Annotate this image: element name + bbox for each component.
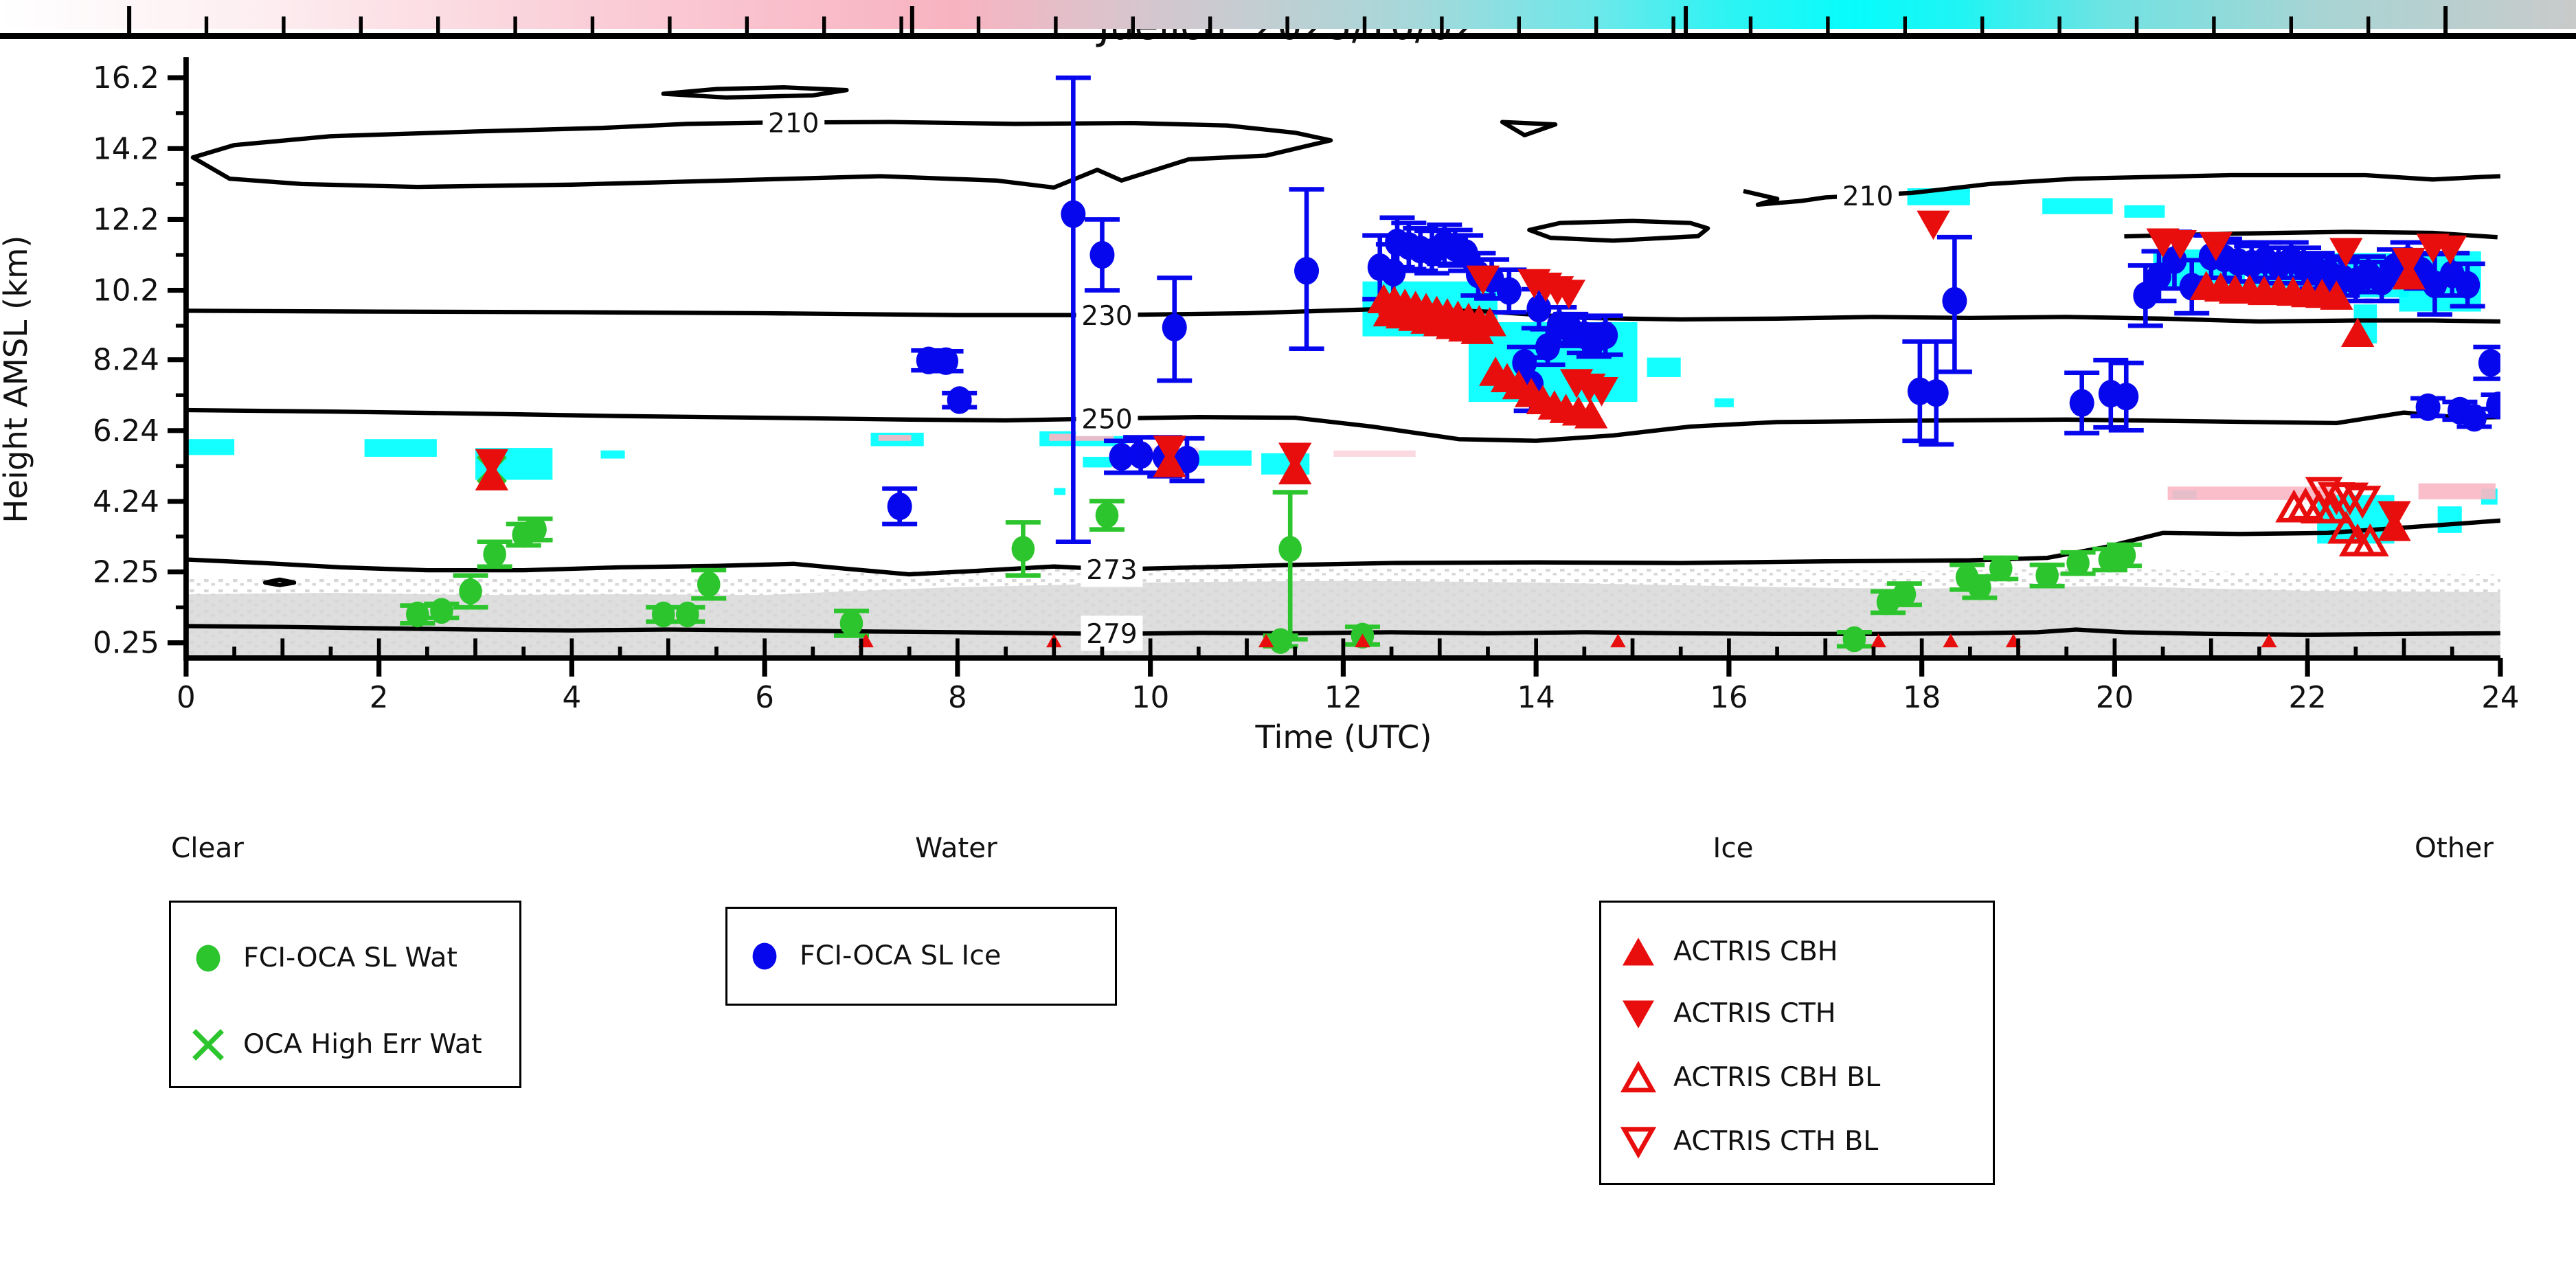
legend-item: ACTRIS CTH: [1618, 995, 1836, 1032]
svg-text:0: 0: [177, 681, 196, 715]
svg-text:16: 16: [1710, 681, 1748, 715]
svg-text:2.25: 2.25: [93, 556, 159, 590]
svg-text:20: 20: [2096, 681, 2134, 715]
classification-patches: [188, 188, 2498, 544]
cth-triangle-icon: [1623, 1000, 1654, 1028]
axes: 0 2 4 6 8 10 12 14 16 18 20 22 2416.214.212.210.28.2…: [93, 57, 2520, 715]
svg-text:12.2: 12.2: [93, 203, 159, 237]
colorbar-label-clear: Clear: [171, 833, 244, 866]
cbh-triangle-icon: [1623, 938, 1654, 966]
legend-item: FCI-OCA SL Wat: [188, 940, 457, 977]
svg-text:210: 210: [768, 109, 819, 139]
svg-text:6: 6: [755, 681, 774, 715]
svg-text:12: 12: [1324, 681, 1362, 715]
colorbar-label-water: Water: [915, 833, 997, 866]
svg-text:8: 8: [948, 681, 967, 715]
legend-box-water: FCI-OCA SL Wat OCA High Err Wat: [169, 901, 521, 1088]
legend-box-actris: ACTRIS CBH ACTRIS CTH ACTRIS CBH BL ACTR…: [1599, 901, 1995, 1185]
legend-item: ACTRIS CBH: [1618, 934, 1838, 971]
legend-item: ACTRIS CBH BL: [1618, 1059, 1880, 1096]
svg-text:10.2: 10.2: [93, 274, 159, 308]
cth-bl-triangle-icon: [1620, 1127, 1657, 1159]
svg-text:0.25: 0.25: [93, 626, 159, 661]
water-x-icon: [192, 1029, 224, 1061]
svg-text:279: 279: [1086, 619, 1137, 650]
svg-text:16.2: 16.2: [93, 61, 159, 95]
ice-circle-icon: [752, 942, 777, 970]
legend-item: ACTRIS CTH BL: [1618, 1123, 1878, 1160]
series-fci-oca-sl-wat: [400, 490, 2142, 654]
colorbar-label-other: Other: [2414, 833, 2494, 866]
svg-text:18: 18: [1903, 681, 1941, 715]
svg-text:4: 4: [563, 681, 582, 715]
colorbar-label-ice: Ice: [1713, 833, 1754, 866]
svg-text:6.24: 6.24: [93, 414, 159, 449]
svg-text:250: 250: [1081, 404, 1132, 435]
x-axis-label: Time (UTC): [1255, 719, 1432, 756]
svg-text:273: 273: [1086, 555, 1137, 586]
legend-item-label: ACTRIS CTH: [1673, 998, 1836, 1030]
svg-text:210: 210: [1842, 181, 1893, 212]
legend-box-ice: FCI-OCA SL Ice: [725, 907, 1117, 1006]
series-actris-cth: [475, 210, 2467, 531]
series-actris-cth-bl: [2305, 477, 2382, 519]
svg-text:14.2: 14.2: [93, 132, 159, 166]
colorbar-axis-line: [0, 33, 2576, 38]
legend-item-label: OCA High Err Wat: [243, 1029, 482, 1061]
svg-text:24: 24: [2481, 681, 2519, 715]
colorbar: [0, 0, 2576, 45]
contour-lines: 210 210 230 250 273 279: [185, 85, 2500, 651]
legend-item: OCA High Err Wat: [188, 1026, 482, 1063]
cbh-bl-triangle-icon: [1620, 1061, 1657, 1093]
legend-item-label: FCI-OCA SL Ice: [800, 940, 1002, 972]
legend-item-label: ACTRIS CTH BL: [1673, 1126, 1879, 1157]
legend-item: FCI-OCA SL Ice: [744, 938, 1001, 975]
water-circle-icon: [196, 945, 221, 972]
colorbar-ticks: [127, 6, 2448, 33]
legend-item-label: FCI-OCA SL Wat: [243, 942, 457, 974]
legend-item-label: ACTRIS CBH: [1673, 936, 1838, 968]
legend-item-label: ACTRIS CBH BL: [1673, 1062, 1881, 1094]
svg-text:22: 22: [2288, 681, 2326, 715]
svg-text:2: 2: [370, 681, 389, 715]
svg-text:230: 230: [1081, 301, 1132, 332]
svg-text:8.24: 8.24: [93, 343, 159, 378]
svg-text:10: 10: [1131, 681, 1169, 715]
svg-text:4.24: 4.24: [93, 485, 159, 519]
svg-text:14: 14: [1517, 681, 1555, 715]
